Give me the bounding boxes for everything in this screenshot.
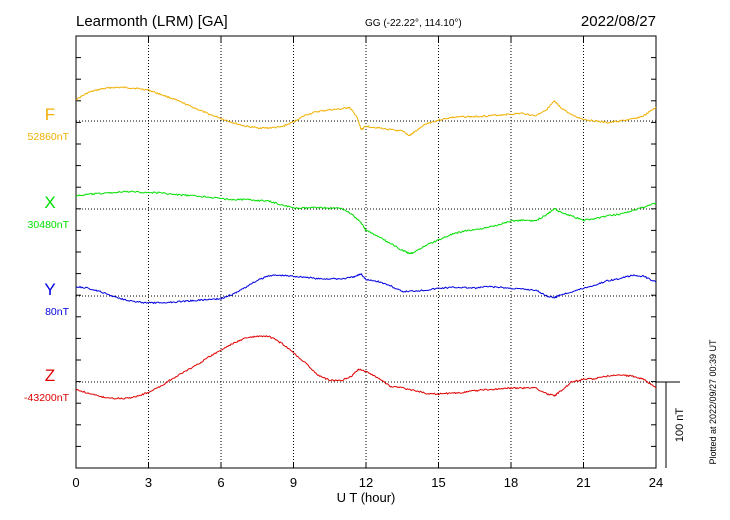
x-tick-label: 18 [504,475,518,490]
x-tick-label: 15 [431,475,445,490]
baseline-value-x: 30480nT [28,219,70,231]
labels-layer: F 52860nT X 30480nT Y 80nT Z -43200nT [24,105,70,404]
x-tick-label: 21 [576,475,590,490]
baseline-value-y: 80nT [45,306,70,318]
series-layer [75,86,657,400]
x-tick-label: 0 [72,475,79,490]
station-title: Learmonth (LRM) [GA] [76,13,228,30]
x-tick-label: 24 [649,475,663,490]
series-line-z [75,335,657,400]
x-tick-label: 6 [217,475,224,490]
channel-label-z: Z [45,366,55,385]
x-axis-label: U T (hour) [337,490,396,505]
x-tick-label: 9 [290,475,297,490]
series-line-x [75,190,657,255]
series-line-f [75,86,657,137]
x-tick-label: 12 [359,475,373,490]
series-line-y [75,273,657,304]
x-axis: 0 3 6 9 12 15 18 21 24 [72,36,663,490]
scale-bar: 100 nT [656,381,686,468]
channel-label-x: X [44,193,55,212]
chart-date: 2022/08/27 [581,13,656,30]
channel-label-f: F [45,105,55,124]
station-coords: GG (-22.22°, 114.10°) [365,18,462,29]
scale-bar-label: 100 nT [674,408,686,443]
baseline-value-f: 52860nT [28,131,70,143]
baseline-value-z: -43200nT [24,392,70,404]
x-tick-label: 3 [145,475,152,490]
channel-label-y: Y [44,280,55,299]
plotted-at-note: Plotted at 2022/09/27 00:39 UT [708,339,718,465]
